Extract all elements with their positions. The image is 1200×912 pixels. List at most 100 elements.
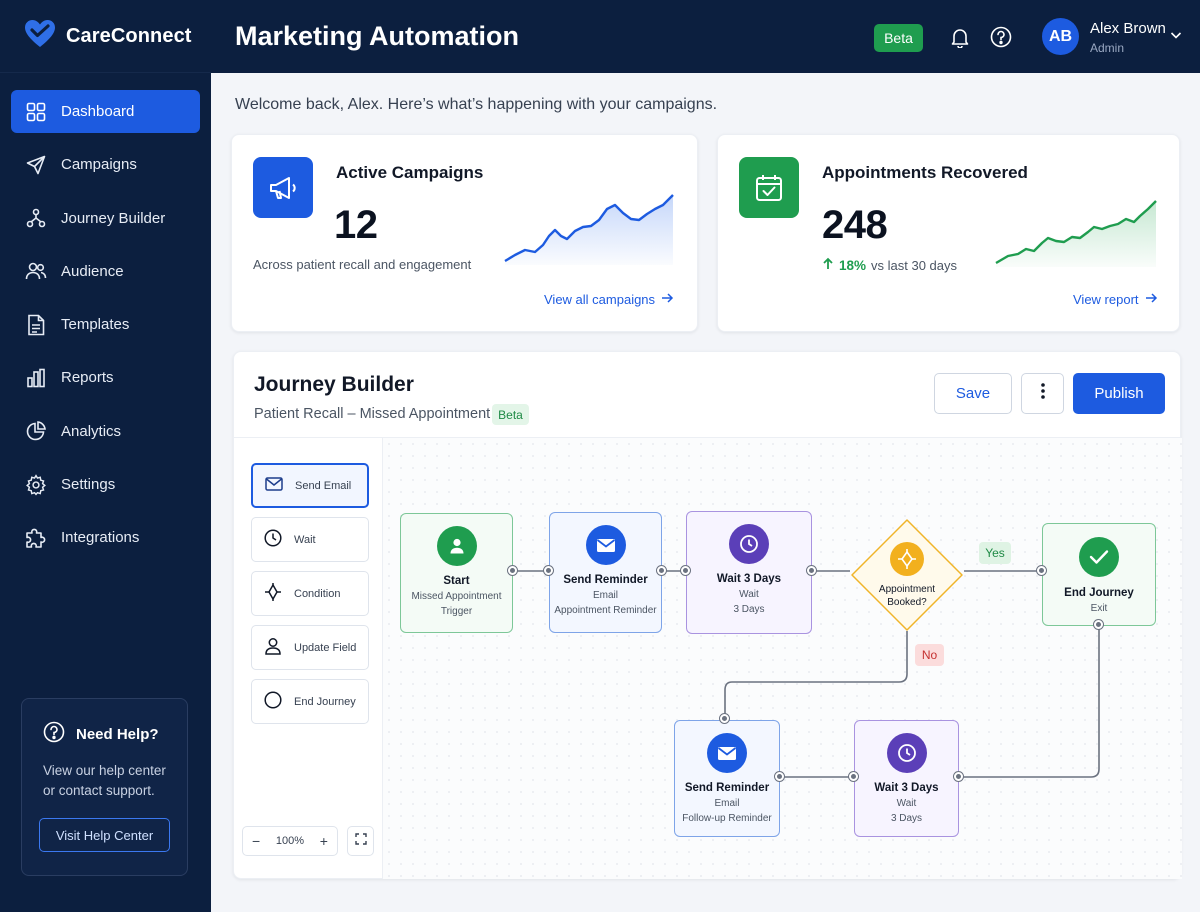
page-title: Marketing Automation xyxy=(235,21,520,51)
zoom-in-button[interactable]: + xyxy=(319,833,328,849)
condition-node[interactable]: Appointment Booked? xyxy=(850,518,964,632)
connector-port[interactable] xyxy=(508,566,517,575)
sidebar-nav: Dashboard Campaigns Journey Builder Audi… xyxy=(0,73,211,559)
connector-port[interactable] xyxy=(720,714,729,723)
send-followup-node[interactable]: Send Reminder Email Follow-up Reminder xyxy=(674,720,780,837)
publish-button[interactable]: Publish xyxy=(1073,373,1165,414)
help-card: Need Help? View our help center or conta… xyxy=(21,698,188,876)
sidebar-item-reports[interactable]: Reports xyxy=(11,356,200,399)
palette-update-field[interactable]: Update Field xyxy=(251,625,369,670)
sidebar-item-label: Journey Builder xyxy=(61,209,166,227)
sidebar-item-templates[interactable]: Templates xyxy=(11,303,200,346)
grid-icon xyxy=(25,101,47,123)
mail-icon xyxy=(585,525,626,565)
condition-icon xyxy=(264,583,282,604)
check-icon xyxy=(1079,537,1119,577)
condition-diamond xyxy=(851,519,963,631)
stat-value: 248 xyxy=(822,203,888,247)
user-icon xyxy=(264,637,282,658)
arrow-right-icon xyxy=(1145,292,1158,307)
chevron-down-icon[interactable] xyxy=(1169,28,1183,47)
sidebar-item-label: Analytics xyxy=(61,422,122,440)
condition-label: Appointment Booked? xyxy=(878,584,936,608)
help-icon[interactable] xyxy=(989,25,1013,49)
appointments-sparkline xyxy=(995,200,1157,267)
top-header: Marketing Automation Beta AB Alex Brown … xyxy=(211,0,1200,73)
sidebar-item-label: Settings xyxy=(61,476,116,494)
connector-port[interactable] xyxy=(1094,620,1103,629)
question-circle-icon xyxy=(43,721,65,747)
more-options-button[interactable] xyxy=(1021,373,1064,414)
appointments-recovered-card: Appointments Recovered 248 18% vs last 3… xyxy=(717,134,1180,332)
pie-chart-icon xyxy=(25,420,47,442)
divider xyxy=(234,437,1182,438)
circle-icon xyxy=(264,691,282,712)
stat-change: 18% vs last 30 days xyxy=(822,257,957,273)
sidebar-item-settings[interactable]: Settings xyxy=(11,463,200,506)
journey-builder-panel: Journey Builder Patient Recall – Missed … xyxy=(233,351,1182,879)
save-button[interactable]: Save xyxy=(934,373,1012,414)
connector-port[interactable] xyxy=(849,772,858,781)
connector-port[interactable] xyxy=(544,566,553,575)
send-reminder-node[interactable]: Send Reminder Email Appointment Reminder xyxy=(549,512,662,633)
wait-followup-node[interactable]: Wait 3 Days Wait 3 Days xyxy=(854,720,959,837)
start-node[interactable]: Start Missed Appointment Trigger xyxy=(400,513,513,633)
brand-name: CareConnect xyxy=(66,24,192,47)
view-report-link[interactable]: View report xyxy=(1073,292,1158,307)
flow-icon xyxy=(25,207,47,229)
sidebar-item-integrations[interactable]: Integrations xyxy=(11,516,200,559)
connector-port[interactable] xyxy=(657,566,666,575)
sidebar-item-audience[interactable]: Audience xyxy=(11,250,200,293)
user-icon xyxy=(436,526,477,566)
mail-icon xyxy=(707,733,747,773)
journey-title: Journey Builder xyxy=(254,373,414,396)
connector-port[interactable] xyxy=(775,772,784,781)
visit-help-center-button[interactable]: Visit Help Center xyxy=(39,818,170,852)
user-name[interactable]: Alex Brown xyxy=(1090,20,1166,37)
puzzle-icon xyxy=(25,527,47,549)
sidebar-item-analytics[interactable]: Analytics xyxy=(11,410,200,453)
gear-icon xyxy=(25,473,47,496)
sidebar-item-campaigns[interactable]: Campaigns xyxy=(11,143,200,186)
sidebar: CareConnect Dashboard Campaigns Journey … xyxy=(0,0,211,912)
send-icon xyxy=(25,154,47,176)
view-all-campaigns-link[interactable]: View all campaigns xyxy=(544,292,674,307)
stat-value: 12 xyxy=(334,203,378,247)
clock-icon xyxy=(264,529,282,550)
clock-icon xyxy=(729,524,769,564)
arrow-right-icon xyxy=(661,292,674,307)
calendar-check-icon xyxy=(739,157,799,218)
brand[interactable]: CareConnect xyxy=(0,0,211,73)
bell-icon[interactable] xyxy=(948,25,972,49)
palette-send-email[interactable]: Send Email xyxy=(251,463,369,508)
sidebar-item-journey-builder[interactable]: Journey Builder xyxy=(11,197,200,240)
connectors xyxy=(513,570,1100,778)
user-role: Admin xyxy=(1090,41,1125,55)
fit-screen-button[interactable] xyxy=(347,826,374,856)
bar-chart-icon xyxy=(25,367,47,389)
help-title: Need Help? xyxy=(43,721,187,747)
connector-port[interactable] xyxy=(954,772,963,781)
megaphone-icon xyxy=(253,157,313,218)
users-icon xyxy=(25,260,47,282)
connector-port[interactable] xyxy=(807,566,816,575)
zoom-control: − 100% + xyxy=(242,826,338,856)
journey-subtitle: Patient Recall – Missed Appointment xyxy=(254,406,491,422)
avatar[interactable]: AB xyxy=(1042,18,1079,55)
end-journey-node[interactable]: End Journey Exit xyxy=(1042,523,1156,626)
palette-end-journey[interactable]: End Journey xyxy=(251,679,369,724)
palette-condition[interactable]: Condition xyxy=(251,571,369,616)
sidebar-item-label: Audience xyxy=(61,262,124,280)
wait-node[interactable]: Wait 3 Days Wait 3 Days xyxy=(686,511,812,634)
no-branch-tag: No xyxy=(915,644,944,666)
sidebar-item-dashboard[interactable]: Dashboard xyxy=(11,90,200,133)
connector-port[interactable] xyxy=(1037,566,1046,575)
beta-badge: Beta xyxy=(874,24,923,52)
zoom-out-button[interactable]: − xyxy=(252,833,261,849)
sidebar-item-label: Campaigns xyxy=(61,156,137,174)
help-text: View our help center or contact support. xyxy=(43,763,166,798)
palette-wait[interactable]: Wait xyxy=(251,517,369,562)
yes-branch-tag: Yes xyxy=(979,542,1011,564)
sidebar-item-label: Templates xyxy=(61,316,130,334)
connector-port[interactable] xyxy=(681,566,690,575)
